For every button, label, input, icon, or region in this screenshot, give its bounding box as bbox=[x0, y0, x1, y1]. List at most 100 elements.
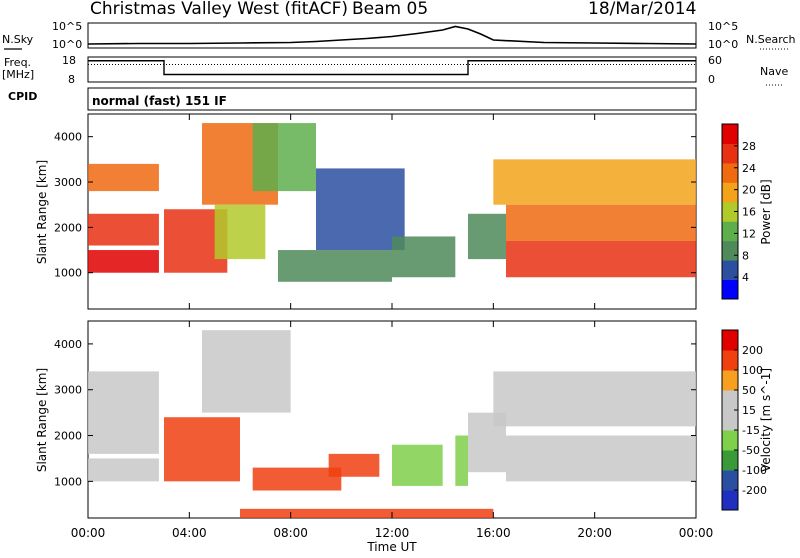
heatmap-cell bbox=[493, 371, 696, 427]
colorbar-tick-label: 100 bbox=[742, 364, 763, 377]
colorbar-segment bbox=[722, 490, 738, 511]
heatmap-cell bbox=[278, 250, 392, 282]
x-axis-label: Time UT bbox=[366, 540, 417, 554]
colorbar-segment bbox=[722, 201, 738, 222]
heatmap-cell bbox=[506, 435, 696, 482]
y-tick-label: 4000 bbox=[54, 131, 82, 144]
colorbar-segment bbox=[722, 182, 738, 203]
nsky-label: N.Sky bbox=[2, 33, 34, 46]
colorbar-segment bbox=[722, 124, 738, 144]
freq-series-line bbox=[88, 60, 696, 76]
nsearch-label: N.Search bbox=[746, 33, 796, 46]
date-label: 18/Mar/2014 bbox=[588, 0, 696, 19]
heatmap-cell bbox=[392, 444, 443, 486]
colorbar-tick-label: 16 bbox=[742, 206, 756, 219]
noise-left-tick-bottom: 10^0 bbox=[52, 38, 82, 51]
x-tick-label: 12:00 bbox=[375, 526, 410, 540]
colorbar-tick-label: 12 bbox=[742, 227, 756, 240]
colorbar-segment bbox=[722, 390, 738, 411]
freq-right-tick-top: 60 bbox=[708, 54, 722, 67]
colorbar-tick-label: -15 bbox=[742, 424, 760, 437]
power-colorbar: 28 24 20 16 12 8 4 bbox=[721, 123, 756, 300]
colorbar-frame bbox=[721, 329, 739, 511]
freq-left-tick-bottom: 8 bbox=[68, 73, 75, 86]
freq-label-line2: [MHz] bbox=[2, 68, 34, 81]
heatmap-cell bbox=[468, 213, 506, 260]
colorbar-tick-label: 4 bbox=[742, 271, 749, 284]
y-tick-label: 1000 bbox=[54, 475, 82, 488]
colorbar-segment bbox=[722, 240, 738, 261]
x-tick-label: 20:00 bbox=[577, 526, 612, 540]
heatmap-cell bbox=[455, 435, 468, 486]
colorbar-segment bbox=[722, 430, 738, 451]
colorbar-tick-label: 24 bbox=[742, 162, 756, 175]
heatmap-cell bbox=[493, 159, 696, 205]
noise-right-tick-top: 10^5 bbox=[708, 20, 738, 33]
beam-label: Beam 05 bbox=[352, 0, 428, 19]
heatmap-cell bbox=[252, 467, 342, 491]
colorbar-segment bbox=[722, 221, 738, 242]
colorbar-tick-label: 200 bbox=[742, 344, 763, 357]
heatmap-cell bbox=[88, 213, 159, 246]
freq-left-tick-top: 18 bbox=[62, 54, 76, 67]
colorbar-tick-label: 8 bbox=[742, 249, 749, 262]
y-tick-label: 3000 bbox=[54, 176, 82, 189]
power-y-ticks: 1000 2000 3000 4000 bbox=[54, 131, 696, 280]
freq-right-tick-bottom: 0 bbox=[708, 73, 715, 86]
colorbar-segment bbox=[722, 410, 738, 431]
noise-right-tick-bottom: 10^0 bbox=[708, 38, 738, 51]
heatmap-cell bbox=[214, 204, 266, 260]
heatmap-cell bbox=[88, 458, 159, 482]
velocity-ylabel: Slant Range [km] bbox=[35, 368, 49, 472]
heatmap-cell bbox=[240, 508, 494, 518]
y-tick-label: 4000 bbox=[54, 338, 82, 351]
velocity-colorbar-label: Velocity [m s^-1] bbox=[759, 368, 773, 472]
cpid-panel-frame bbox=[87, 87, 697, 111]
colorbar-segment bbox=[722, 450, 738, 471]
velocity-colorbar: 200 100 50 15 -15 -50 -100 -200 bbox=[721, 329, 767, 511]
heatmap-cell bbox=[392, 236, 456, 278]
colorbar-segment bbox=[722, 143, 738, 164]
colorbar-segment bbox=[722, 370, 738, 391]
heatmap-cell bbox=[328, 453, 380, 477]
colorbar-tick-label: -100 bbox=[742, 464, 767, 477]
x-axis-ticks: 00:00 04:00 08:00 12:00 16:00 20:00 00:00 bbox=[71, 114, 714, 540]
colorbar-segment bbox=[722, 279, 738, 300]
power-ylabel: Slant Range [km] bbox=[35, 160, 49, 264]
freq-panel-frame bbox=[87, 56, 697, 83]
colorbar-segment bbox=[722, 330, 738, 351]
x-tick-label: 08:00 bbox=[273, 526, 308, 540]
noise-panel-frame bbox=[87, 22, 697, 49]
y-tick-label: 2000 bbox=[54, 430, 82, 443]
heatmap-cell bbox=[88, 163, 159, 192]
colorbar-segment bbox=[722, 470, 738, 491]
heatmap-cell bbox=[88, 250, 159, 273]
colorbar-tick-label: -50 bbox=[742, 444, 760, 457]
heatmap-cell bbox=[506, 240, 696, 278]
velocity-marks-group bbox=[88, 330, 696, 518]
colorbar-tick-label: 15 bbox=[742, 404, 756, 417]
power-marks-group bbox=[88, 123, 696, 282]
y-tick-label: 3000 bbox=[54, 384, 82, 397]
noise-left-tick-top: 10^5 bbox=[52, 20, 82, 33]
velocity-y-ticks: 1000 2000 3000 4000 bbox=[54, 338, 696, 488]
colorbar-tick-label: -200 bbox=[742, 484, 767, 497]
x-tick-label: 00:00 bbox=[71, 526, 106, 540]
cpid-label: CPID bbox=[8, 90, 37, 103]
heatmap-cell bbox=[164, 417, 240, 482]
y-tick-label: 2000 bbox=[54, 221, 82, 234]
colorbar-tick-label: 20 bbox=[742, 184, 756, 197]
x-tick-label: 04:00 bbox=[172, 526, 207, 540]
power-colorbar-label: Power [dB] bbox=[759, 179, 773, 244]
cpid-text: normal (fast) 151 IF bbox=[92, 94, 227, 108]
nsky-series-line bbox=[87, 25, 697, 45]
freq-label-line1: Freq. bbox=[4, 56, 31, 69]
colorbar-segment bbox=[722, 260, 738, 281]
plot-title: Christmas Valley West (fitACF) bbox=[90, 0, 348, 19]
colorbar-tick-label: 28 bbox=[742, 140, 756, 153]
nave-label: Nave bbox=[760, 65, 788, 78]
x-tick-label: 00:00 bbox=[679, 526, 714, 540]
heatmap-cell bbox=[202, 330, 291, 413]
